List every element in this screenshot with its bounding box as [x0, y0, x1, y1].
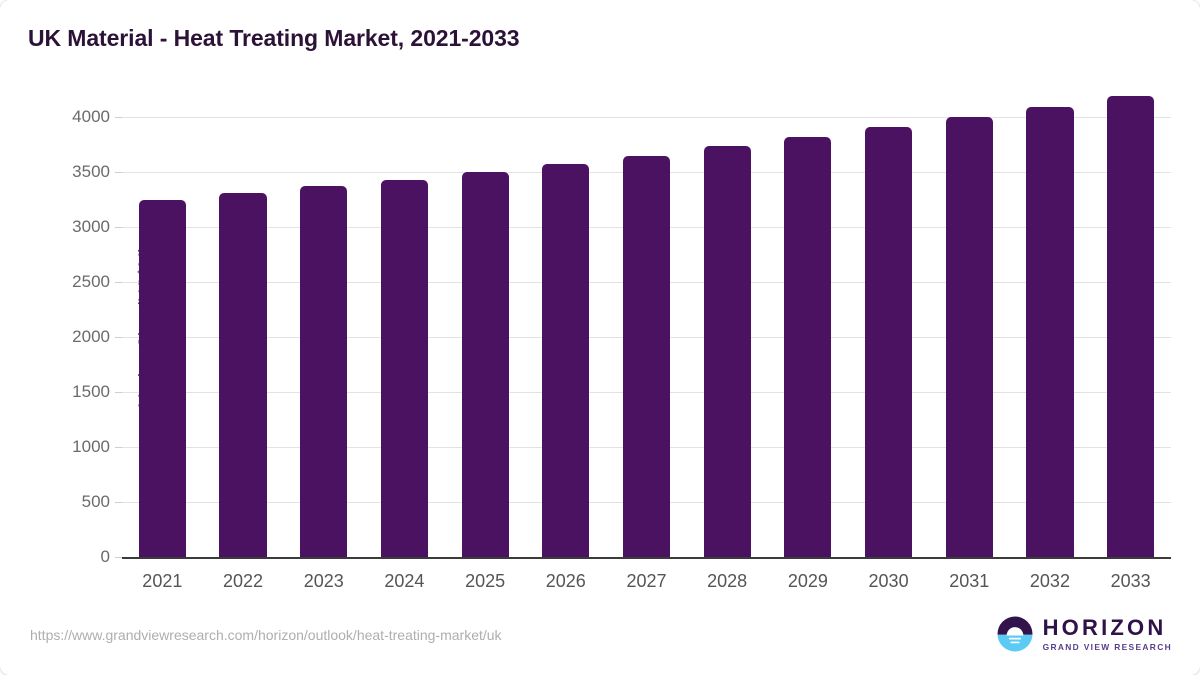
x-axis-tick-label: 2023: [303, 571, 344, 591]
y-axis-tick-label: 4000: [72, 107, 110, 126]
x-axis-tick-label: 2021: [142, 571, 183, 591]
y-axis-tick-mark: [115, 117, 122, 118]
bar-slot: 2024: [380, 95, 429, 591]
x-axis-line: [122, 557, 1171, 559]
bar-slot: 2029: [784, 95, 832, 591]
bar[interactable]: [542, 163, 590, 557]
bar-slot: 2025: [461, 95, 509, 591]
bar-slot: 2028: [703, 95, 751, 591]
bar[interactable]: [1107, 95, 1155, 557]
x-axis-tick-label: 2029: [787, 571, 828, 591]
bar-slot: 2027: [622, 95, 671, 591]
brand-name: HORIZON: [1042, 614, 1167, 640]
bar-slot: 2023: [300, 95, 348, 591]
bar-slot: 2031: [945, 95, 993, 591]
x-axis-tick-label: 2025: [465, 571, 506, 591]
bar[interactable]: [219, 192, 267, 557]
y-axis-tick-mark: [115, 337, 122, 338]
y-axis-tick-label: 1500: [72, 382, 110, 401]
bar[interactable]: [622, 155, 671, 557]
y-axis-tick-label: 0: [100, 547, 110, 566]
brand-tagline: GRAND VIEW RESEARCH: [1042, 641, 1172, 652]
y-axis-tick-label: 1000: [72, 437, 110, 456]
bar[interactable]: [703, 145, 751, 557]
y-axis-tick-label: 2000: [72, 327, 110, 346]
x-axis-tick-label: 2028: [707, 571, 748, 591]
x-axis-tick-label: 2030: [868, 571, 909, 591]
y-axis-tick-mark: [115, 502, 122, 503]
bar[interactable]: [138, 199, 186, 557]
bar-slot: 2033: [1107, 95, 1155, 591]
bar-slot: 2032: [1026, 95, 1074, 591]
bar[interactable]: [864, 126, 913, 557]
brand-text: HORIZON GRAND VIEW RESEARCH: [1042, 614, 1172, 652]
horizon-sunrise-circle-icon: [997, 616, 1033, 652]
x-axis-tick-label: 2024: [384, 571, 425, 591]
y-axis-tick-label: 3500: [72, 162, 110, 181]
y-axis-tick-label: 3000: [72, 217, 110, 236]
bars-group: 2021 2022 2023 2024 2025 2026 2027 2028 2029 2030…: [122, 95, 1171, 591]
x-axis-tick-label: 2033: [1110, 571, 1151, 591]
y-axis-tick-mark: [115, 282, 122, 283]
x-axis-tick-label: 2027: [626, 571, 667, 591]
source-url-link[interactable]: https://www.grandviewresearch.com/horizo…: [30, 627, 502, 643]
y-axis-tick-mark: [115, 447, 122, 448]
bar[interactable]: [784, 136, 832, 557]
y-axis-tick-mark: [115, 392, 122, 393]
bar[interactable]: [380, 179, 429, 557]
y-axis-tick-label: 500: [81, 492, 110, 511]
y-axis-tick-mark: [115, 227, 122, 228]
x-axis-tick-label: 2026: [545, 571, 586, 591]
bar-slot: 2026: [542, 95, 590, 591]
bar-slot: 2022: [219, 95, 267, 591]
bar[interactable]: [1026, 107, 1074, 557]
x-axis-tick-label: 2022: [222, 571, 264, 591]
x-axis-tick-label: 2032: [1029, 571, 1070, 591]
plot-inner: 0 500 1000 1500 2000 2500 3000 3500 4000 2021 202…: [72, 95, 1171, 591]
chart-plot-area: Market Size (US$M) 050010001500200025003…: [72, 95, 1171, 591]
bar-slot: 2030: [864, 95, 913, 591]
y-axis-tick-mark: [115, 172, 122, 173]
y-axis-tick-label: 2500: [72, 272, 110, 291]
bar[interactable]: [461, 172, 509, 557]
gridline: [122, 117, 1171, 118]
bar[interactable]: [945, 117, 993, 557]
x-axis-tick-label: 2031: [949, 571, 990, 591]
page-title: UK Material - Heat Treating Market, 2021…: [28, 25, 520, 51]
brand-logo[interactable]: HORIZON GRAND VIEW RESEARCH: [996, 615, 1172, 653]
bar-slot: 2021: [138, 95, 186, 591]
bar[interactable]: [300, 186, 348, 557]
y-axis-tick-mark: [115, 557, 122, 558]
